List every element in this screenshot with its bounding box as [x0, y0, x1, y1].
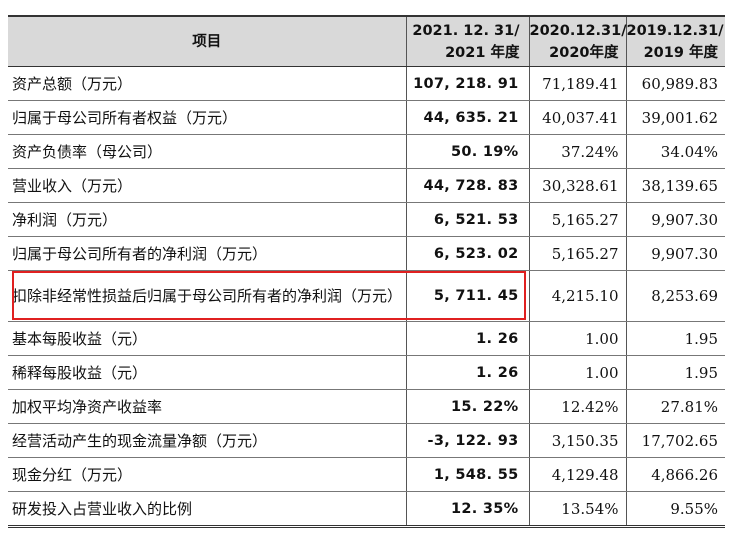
value-2019: 9,907.30 — [625, 236, 725, 271]
value-2021: 50. 19% — [405, 134, 529, 169]
header-2021: 2021. 12. 31/ 2021 年度 — [405, 15, 529, 67]
value-2021: 1, 548. 55 — [405, 457, 529, 492]
value-2019: 17,702.65 — [625, 423, 725, 458]
value-2019: 9.55% — [625, 491, 725, 528]
table-row: 现金分红（万元） 1, 548. 55 4,129.48 4,866.26 — [8, 457, 725, 492]
value-2020: 5,165.27 — [528, 202, 626, 237]
header-2019: 2019.12.31/ 2019 年度 — [625, 15, 725, 67]
table-body: 资产总额（万元） 107, 218. 91 71,189.41 60,989.8… — [8, 66, 725, 528]
value-2019: 34.04% — [625, 134, 725, 169]
value-2019: 9,907.30 — [625, 202, 725, 237]
value-2020: 3,150.35 — [528, 423, 626, 458]
row-label: 稀释每股收益（元） — [8, 355, 406, 390]
value-2019: 39,001.62 — [625, 100, 725, 135]
row-label: 加权平均净资产收益率 — [8, 389, 406, 424]
table-row: 净利润（万元） 6, 521. 53 5,165.27 9,907.30 — [8, 202, 725, 237]
row-label: 资产总额（万元） — [8, 66, 406, 101]
table-row: 研发投入占营业收入的比例 12. 35% 13.54% 9.55% — [8, 491, 725, 528]
table-row: 资产总额（万元） 107, 218. 91 71,189.41 60,989.8… — [8, 66, 725, 101]
table-header: 项目 2021. 12. 31/ 2021 年度 2020.12.31/ 202… — [8, 15, 725, 67]
value-2020: 1.00 — [528, 355, 626, 390]
value-2021: 5, 711. 45 — [405, 270, 529, 322]
value-2019: 27.81% — [625, 389, 725, 424]
header-2020: 2020.12.31/ 2020年度 — [528, 15, 627, 67]
header-item: 项目 — [8, 15, 406, 67]
value-2020: 13.54% — [528, 491, 626, 528]
value-2019: 38,139.65 — [625, 168, 725, 203]
table-row: 基本每股收益（元） 1. 26 1.00 1.95 — [8, 321, 725, 356]
value-2019: 1.95 — [625, 321, 725, 356]
value-2021: 1. 26 — [405, 321, 529, 356]
row-label: 扣除非经常性损益后归属于母公司所有者的净利润（万元） — [8, 270, 406, 322]
value-2020: 12.42% — [528, 389, 626, 424]
row-label: 经营活动产生的现金流量净额（万元） — [8, 423, 406, 458]
header-2020-year: 2020年度 — [549, 44, 619, 61]
value-2019: 60,989.83 — [625, 66, 725, 101]
value-2021: 1. 26 — [405, 355, 529, 390]
value-2020: 71,189.41 — [528, 66, 626, 101]
value-2021: 44, 728. 83 — [405, 168, 529, 203]
value-2020: 4,215.10 — [528, 270, 626, 322]
header-2019-year: 2019 年度 — [643, 44, 718, 61]
value-2020: 30,328.61 — [528, 168, 626, 203]
table-row: 归属于母公司所有者权益（万元） 44, 635. 21 40,037.41 39… — [8, 100, 725, 135]
value-2019: 4,866.26 — [625, 457, 725, 492]
value-2020: 40,037.41 — [528, 100, 626, 135]
value-2020: 37.24% — [528, 134, 626, 169]
value-2021: -3, 122. 93 — [405, 423, 529, 458]
table-row: 营业收入（万元） 44, 728. 83 30,328.61 38,139.65 — [8, 168, 725, 203]
value-2020: 5,165.27 — [528, 236, 626, 271]
table-row: 加权平均净资产收益率 15. 22% 12.42% 27.81% — [8, 389, 725, 424]
row-label: 归属于母公司所有者的净利润（万元） — [8, 236, 406, 271]
value-2021: 44, 635. 21 — [405, 100, 529, 135]
financial-table-container: 项目 2021. 12. 31/ 2021 年度 2020.12.31/ 202… — [8, 15, 725, 528]
table-row: 归属于母公司所有者的净利润（万元） 6, 523. 02 5,165.27 9,… — [8, 236, 725, 271]
table-row: 稀释每股收益（元） 1. 26 1.00 1.95 — [8, 355, 725, 390]
value-2020: 1.00 — [528, 321, 626, 356]
value-2021: 15. 22% — [405, 389, 529, 424]
value-2020: 4,129.48 — [528, 457, 626, 492]
financial-table: 项目 2021. 12. 31/ 2021 年度 2020.12.31/ 202… — [8, 15, 725, 528]
header-row: 项目 2021. 12. 31/ 2021 年度 2020.12.31/ 202… — [8, 15, 725, 67]
table-row: 经营活动产生的现金流量净额（万元） -3, 122. 93 3,150.35 1… — [8, 423, 725, 458]
row-label: 净利润（万元） — [8, 202, 406, 237]
value-2021: 6, 523. 02 — [405, 236, 529, 271]
row-label: 资产负债率（母公司） — [8, 134, 406, 169]
row-label: 基本每股收益（元） — [8, 321, 406, 356]
value-2021: 107, 218. 91 — [405, 66, 529, 101]
row-label: 营业收入（万元） — [8, 168, 406, 203]
header-2021-year: 2021 年度 — [445, 44, 520, 61]
table-row-highlighted: 扣除非经常性损益后归属于母公司所有者的净利润（万元） 5, 711. 45 4,… — [8, 270, 725, 322]
header-2019-date: 2019.12.31/ — [626, 22, 724, 39]
header-2020-date: 2020.12.31/ — [529, 22, 627, 39]
value-2021: 6, 521. 53 — [405, 202, 529, 237]
value-2019: 8,253.69 — [625, 270, 725, 322]
row-label: 研发投入占营业收入的比例 — [8, 491, 406, 528]
table-row: 资产负债率（母公司） 50. 19% 37.24% 34.04% — [8, 134, 725, 169]
row-label: 现金分红（万元） — [8, 457, 406, 492]
header-2021-date: 2021. 12. 31/ — [412, 22, 520, 39]
value-2021: 12. 35% — [405, 491, 529, 528]
row-label: 归属于母公司所有者权益（万元） — [8, 100, 406, 135]
value-2019: 1.95 — [625, 355, 725, 390]
